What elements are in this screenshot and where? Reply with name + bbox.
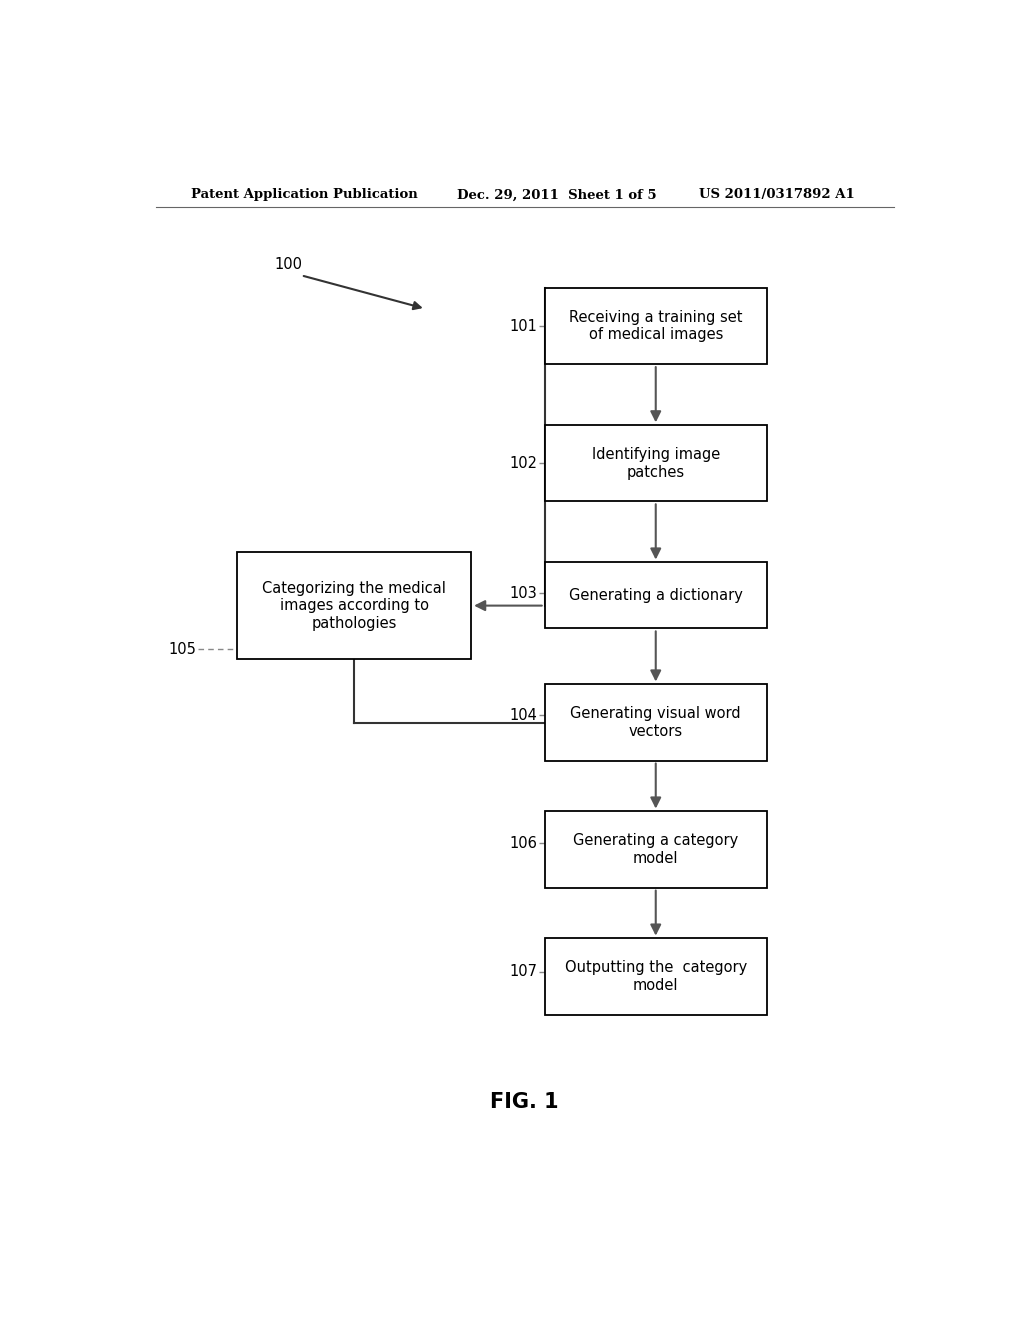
FancyBboxPatch shape	[238, 552, 471, 659]
Text: Outputting the  category
model: Outputting the category model	[564, 961, 746, 993]
Text: 102: 102	[510, 455, 538, 471]
FancyBboxPatch shape	[545, 684, 767, 760]
Text: 105: 105	[168, 642, 197, 657]
Text: US 2011/0317892 A1: US 2011/0317892 A1	[699, 189, 855, 202]
Text: Categorizing the medical
images according to
pathologies: Categorizing the medical images accordin…	[262, 581, 446, 631]
Text: 103: 103	[510, 586, 538, 601]
FancyBboxPatch shape	[545, 812, 767, 887]
FancyBboxPatch shape	[545, 939, 767, 1015]
Text: Identifying image
patches: Identifying image patches	[592, 447, 720, 479]
Text: Generating visual word
vectors: Generating visual word vectors	[570, 706, 741, 739]
Text: Generating a dictionary: Generating a dictionary	[568, 587, 742, 603]
Text: 104: 104	[510, 708, 538, 723]
Text: Receiving a training set
of medical images: Receiving a training set of medical imag…	[569, 310, 742, 342]
Text: 107: 107	[510, 964, 538, 979]
Text: Generating a category
model: Generating a category model	[573, 833, 738, 866]
FancyBboxPatch shape	[545, 562, 767, 628]
Text: 101: 101	[510, 318, 538, 334]
FancyBboxPatch shape	[545, 425, 767, 502]
Text: 100: 100	[274, 256, 303, 272]
FancyBboxPatch shape	[545, 288, 767, 364]
Text: Patent Application Publication: Patent Application Publication	[191, 189, 418, 202]
Text: 106: 106	[510, 836, 538, 851]
Text: FIG. 1: FIG. 1	[490, 1092, 559, 1111]
Text: Dec. 29, 2011  Sheet 1 of 5: Dec. 29, 2011 Sheet 1 of 5	[458, 189, 657, 202]
